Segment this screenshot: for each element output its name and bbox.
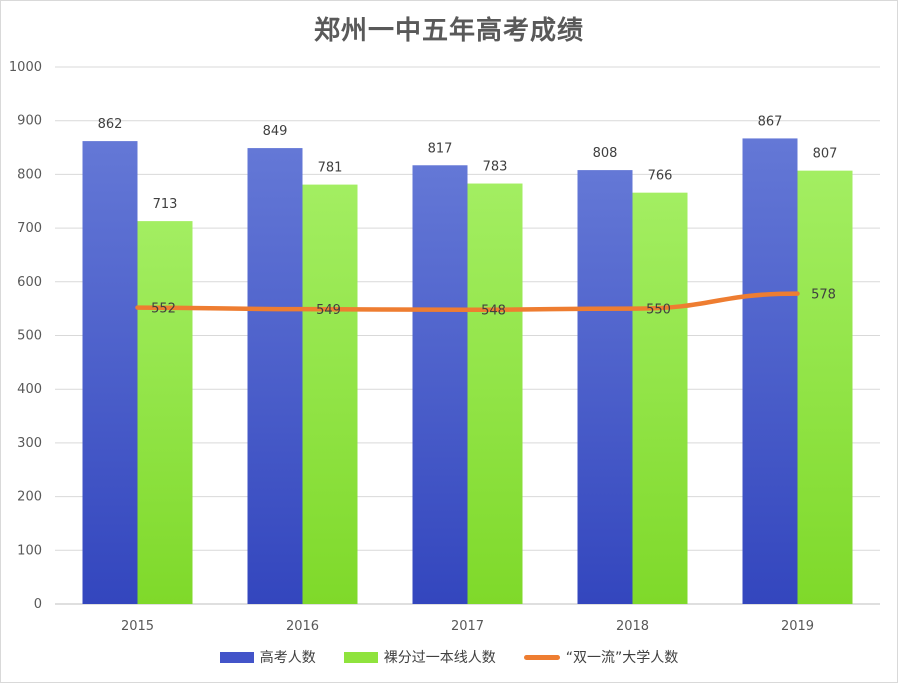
bar-exam-takers [247,148,303,604]
bar-data-label: 862 [98,117,123,132]
y-tick-label: 800 [17,167,42,182]
bar-tier1 [302,184,358,604]
line-data-label: 552 [151,302,176,317]
x-tick-label: 2019 [781,619,814,634]
line-data-label: 578 [811,288,836,303]
y-tick-label: 200 [17,490,42,505]
bar-tier1 [137,221,193,604]
bar-exam-takers [82,141,138,604]
bar-data-label: 817 [428,141,453,156]
chart-title: 郑州一中五年高考成绩 [313,16,584,46]
legend-item-double-first-class: “双一流”大学人数 [523,647,679,667]
y-tick-label: 300 [17,436,42,451]
y-tick-label: 700 [17,221,42,236]
line-double-first-class [135,291,800,312]
x-tick-label: 2017 [451,619,484,634]
x-tick-label: 2016 [286,619,319,634]
legend-item-exam-takers: 高考人数 [219,647,316,667]
bar-data-label: 783 [483,160,508,175]
legend: 高考人数 裸分过一本线人数 “双一流”大学人数 [0,644,898,670]
bar-exam-takers [742,138,798,604]
bar-tier1 [797,170,853,605]
bar-data-label: 713 [153,197,178,212]
bar-exam-takers [412,165,468,604]
y-tick-label: 400 [17,382,42,397]
bar-tier1 [632,192,688,604]
legend-swatch-orange [523,654,560,660]
x-tick-label: 2018 [616,619,649,634]
y-tick-label: 900 [17,114,42,129]
y-tick-label: 100 [17,543,42,558]
bar-data-label: 781 [318,161,343,176]
y-tick-label: 600 [17,275,42,290]
y-tick-label: 500 [17,329,42,344]
y-tick-label: 1000 [9,60,42,75]
bar-data-label: 766 [648,169,673,184]
legend-label: “双一流”大学人数 [565,650,679,666]
bar-data-label: 807 [813,147,838,162]
bar-data-label: 808 [593,146,618,161]
bar-data-label: 867 [758,114,783,129]
y-tick-label: 0 [34,597,42,612]
legend-label: 高考人数 [259,650,316,666]
legend-item-tier1: 裸分过一本线人数 [343,647,496,667]
line-data-label: 549 [316,303,341,318]
legend-label: 裸分过一本线人数 [383,650,496,666]
bar-exam-takers [577,170,633,604]
legend-swatch-blue [219,651,254,663]
line-data-label: 548 [481,304,506,319]
bar-data-label: 849 [263,124,288,139]
x-tick-label: 2015 [121,619,154,634]
legend-swatch-green [343,651,378,663]
line-data-label: 550 [646,303,671,318]
bar-tier1 [467,183,523,605]
